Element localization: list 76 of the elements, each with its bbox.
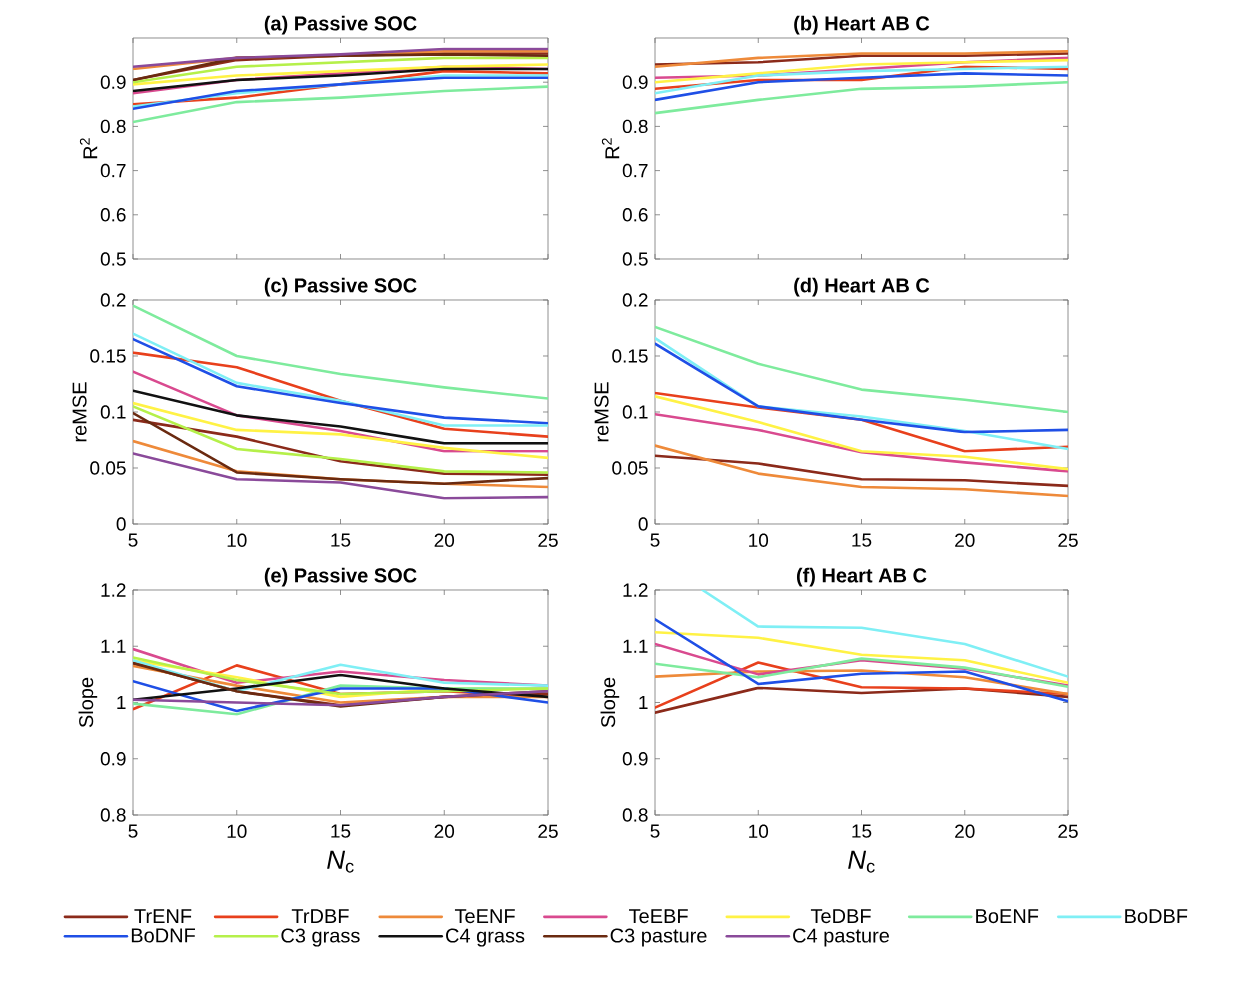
x-tick-label: 10 (227, 824, 247, 838)
y-tick-label: 0.8 (100, 119, 126, 134)
x-axis-title: N$_{c}$ (327, 850, 354, 873)
chart-title: (c) Passive SOC (264, 277, 417, 297)
y-tick-label: 0.9 (622, 752, 648, 766)
x-tick-label: 20 (955, 533, 975, 547)
y-tick-label: 0.1 (100, 405, 126, 419)
y-tick-label: 1 (639, 695, 648, 710)
legend-label: C3 pasture (610, 928, 707, 947)
y-tick-label: 0.8 (622, 119, 648, 134)
y-tick-label: 0.05 (90, 461, 126, 475)
y-tick-label: 1.2 (623, 583, 648, 597)
x-tick-label: 5 (128, 824, 138, 838)
legend-label: BoENF (976, 909, 1039, 924)
y-axis-title: R$^{2}$ (79, 138, 98, 159)
y-axis-title: Slope (600, 677, 620, 728)
y-tick-label: 0.6 (622, 208, 648, 222)
y-tick-label: 0 (116, 517, 126, 531)
x-axis-title: N$_{c}$ (848, 850, 875, 873)
x-tick-label: 15 (331, 533, 351, 547)
x-tick-label: 20 (434, 824, 455, 838)
y-tick-label: 0 (638, 517, 648, 531)
y-tick-label: 1.1 (623, 639, 648, 653)
y-tick-label: 0.9 (622, 75, 648, 89)
x-tick-label: 10 (749, 824, 769, 838)
y-tick-label: 0.05 (612, 461, 648, 475)
y-tick-label: 0.9 (100, 752, 126, 766)
x-tick-label: 5 (650, 824, 660, 838)
y-tick-label: 0.1 (622, 405, 648, 419)
legend-label: C3 grass (281, 928, 360, 947)
legend-label: BoDNF (131, 928, 195, 943)
x-tick-label: 15 (852, 824, 872, 838)
y-tick-label: 0.6 (100, 208, 126, 222)
x-tick-label: 10 (227, 533, 247, 547)
x-tick-label: 25 (538, 533, 558, 547)
x-tick-label: 20 (434, 533, 455, 547)
chart-title: (f) Heart AB C (796, 567, 927, 587)
y-tick-label: 0.5 (100, 252, 126, 266)
legend-label: TeDBF (810, 909, 871, 924)
legend-label: TeENF (454, 909, 515, 924)
x-tick-label: 15 (331, 824, 351, 838)
x-tick-label: 20 (955, 824, 975, 838)
legend-label: C4 pasture (793, 928, 889, 947)
y-tick-label: 0.15 (90, 349, 126, 363)
y-tick-label: 0.9 (100, 75, 126, 89)
y-tick-label: 0.8 (100, 808, 126, 822)
x-tick-label: 5 (128, 533, 138, 547)
y-tick-label: 0.2 (100, 293, 126, 307)
legend-label: C4 grass (446, 928, 525, 947)
y-tick-label: 0.7 (622, 163, 648, 178)
chart-title: (b) Heart AB C (794, 15, 930, 35)
y-tick-label: 1 (117, 695, 126, 710)
x-tick-label: 25 (538, 824, 558, 838)
legend-label: BoDBF (1125, 909, 1188, 924)
y-axis-title: reMSE (72, 382, 87, 442)
y-axis-title: Slope (78, 677, 98, 728)
x-tick-label: 25 (1058, 533, 1078, 547)
chart-title: (a) Passive SOC (264, 15, 417, 35)
x-tick-label: 5 (650, 533, 660, 547)
chart-title: (d) Heart AB C (794, 277, 930, 297)
y-axis-title: R$^{2}$ (601, 138, 620, 159)
x-tick-label: 10 (749, 533, 769, 547)
y-tick-label: 0.2 (622, 293, 648, 307)
y-axis-title: reMSE (594, 382, 609, 442)
y-tick-label: 0.7 (100, 163, 126, 178)
legend-label: TrDBF (291, 909, 349, 923)
legend-label: TrENF (134, 909, 192, 923)
y-tick-label: 1.1 (101, 639, 126, 653)
x-tick-label: 15 (852, 533, 872, 547)
legend-label: TeEBF (629, 909, 688, 924)
x-tick-label: 25 (1058, 824, 1078, 838)
y-tick-label: 1.2 (101, 583, 126, 597)
y-tick-label: 0.8 (622, 808, 648, 822)
chart-title: (e) Passive SOC (264, 567, 417, 587)
y-tick-label: 0.5 (622, 252, 648, 266)
y-tick-label: 0.15 (612, 349, 648, 363)
